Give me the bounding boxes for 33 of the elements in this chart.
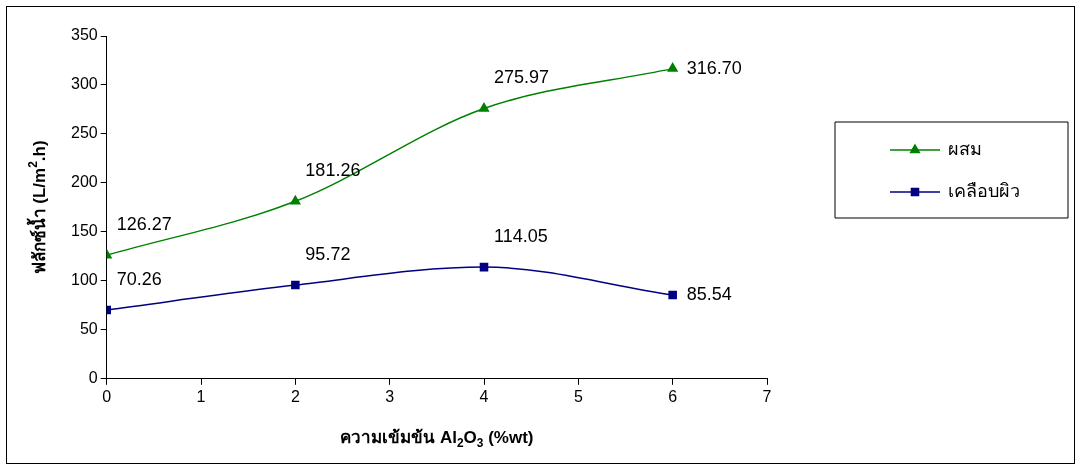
y-tick-label: 300 (70, 75, 98, 93)
data-label: 95.72 (305, 244, 351, 265)
data-label: 275.97 (494, 67, 550, 88)
x-tick-label: 4 (479, 387, 489, 405)
point (668, 290, 677, 300)
point (290, 195, 301, 205)
data-label: 70.26 (116, 268, 162, 289)
data-label: 181.26 (305, 160, 361, 181)
point (479, 262, 489, 272)
legend-label: ผสม (948, 138, 982, 159)
y-tick-label: 250 (70, 124, 98, 142)
point (478, 102, 490, 112)
y-tick-label: 150 (70, 222, 98, 240)
x-tick-label: 2 (290, 387, 300, 405)
y-tick-label: 0 (88, 369, 98, 387)
data-label: 85.54 (686, 283, 732, 304)
y-tick-label: 350 (70, 26, 98, 44)
x-tick-label: 0 (102, 387, 112, 405)
point (291, 280, 300, 290)
legend-label: เคลือบผิว (948, 180, 1020, 201)
point (667, 62, 678, 72)
y-tick-label: 200 (70, 173, 98, 191)
x-tick-label: 5 (573, 387, 583, 405)
data-label: 114.05 (494, 226, 548, 247)
y-tick-label: 50 (79, 320, 98, 338)
y-axis-title: ฟลักซ์น้ำ (L/m2.h) (25, 140, 49, 275)
x-tick-label: 6 (668, 387, 678, 405)
x-tick-label: 7 (762, 387, 772, 405)
data-label: 126.27 (116, 214, 172, 235)
x-tick-label: 3 (385, 387, 395, 405)
data-label: 316.70 (686, 57, 742, 78)
y-tick-label: 100 (70, 271, 98, 289)
x-tick-label: 1 (196, 387, 206, 405)
